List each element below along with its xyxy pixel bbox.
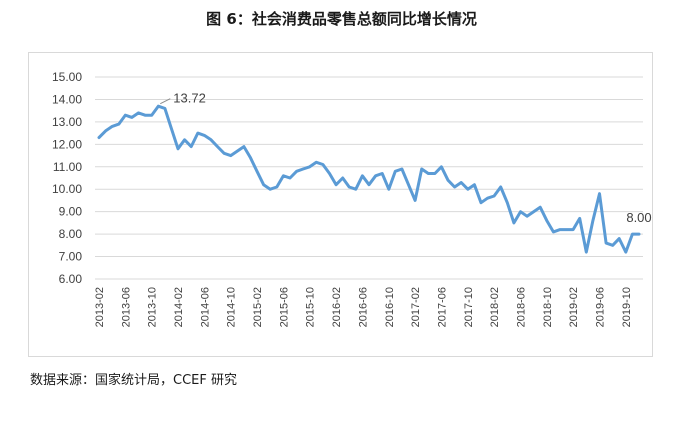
x-tick-label: 2018-10	[542, 287, 554, 327]
y-tick-label: 10.00	[52, 182, 82, 196]
x-tick-label: 2015-02	[252, 287, 264, 327]
y-tick-label: 14.00	[52, 92, 82, 106]
series-line	[97, 104, 641, 254]
data-label-latest: 8.00	[626, 210, 651, 225]
y-tick-label: 12.00	[52, 137, 82, 151]
y-tick-label: 13.00	[52, 115, 82, 129]
x-tick-label: 2019-10	[621, 287, 633, 327]
y-tick-label: 15.00	[52, 70, 82, 84]
y-tick-label: 11.00	[53, 160, 82, 174]
x-tick-label: 2016-02	[331, 287, 343, 327]
data-source-note: 数据来源：国家统计局，CCEF 研究	[30, 373, 237, 388]
x-tick-label: 2014-02	[173, 287, 185, 327]
x-tick-label: 2016-10	[384, 287, 396, 327]
x-tick-label: 2017-02	[410, 287, 422, 327]
data-label-peak: 13.72	[173, 91, 206, 106]
x-tick-label: 2013-10	[147, 287, 159, 327]
x-tick-label: 2015-10	[305, 287, 317, 327]
x-tick-label: 2013-06	[120, 287, 132, 327]
x-tick-label: 2013-02	[94, 287, 106, 327]
annotation-leader	[160, 98, 171, 105]
chart-frame	[28, 52, 653, 357]
x-tick-label: 2019-06	[594, 287, 606, 327]
x-tick-label: 2018-02	[489, 287, 501, 327]
x-tick-label: 2014-06	[199, 287, 211, 327]
line-chart: 6.00 7.00 8.00 9.00 10.00 11.00 12.00 13.00 14.0…	[52, 70, 652, 327]
x-tick-label: 2017-06	[436, 287, 448, 327]
x-tick-label: 2018-06	[515, 287, 527, 327]
x-tick-label: 2019-02	[568, 287, 580, 327]
x-tick-label: 2016-06	[357, 287, 369, 327]
y-tick-label: 8.00	[59, 227, 83, 241]
y-tick-label: 6.00	[59, 272, 83, 286]
y-tick-label: 7.00	[59, 250, 83, 264]
y-tick-label: 9.00	[59, 205, 83, 219]
x-tick-label: 2014-10	[226, 287, 238, 327]
x-tick-label: 2015-06	[278, 287, 290, 327]
chart-title: 图 6：社会消费品零售总额同比增长情况	[206, 10, 477, 28]
x-tick-label: 2017-10	[463, 287, 475, 327]
